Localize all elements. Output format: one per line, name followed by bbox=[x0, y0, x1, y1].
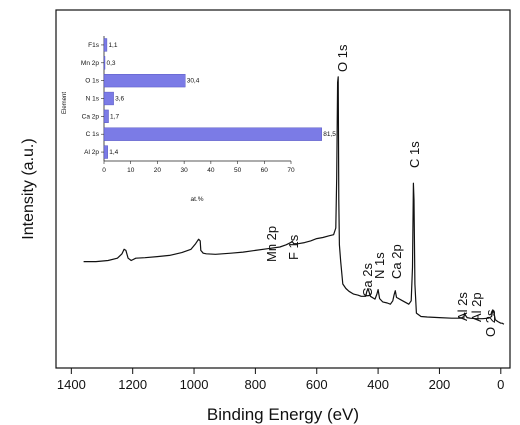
inset-category-labels: F1s Mn 2p O 1s N 1s Ca 2p C 1s Al 2p bbox=[81, 42, 104, 156]
inset-x-tick-label: 10 bbox=[127, 167, 135, 174]
main-x-tick-label: 600 bbox=[306, 377, 328, 392]
inset-axes bbox=[103, 36, 291, 162]
inset-value-label: 30,4 bbox=[187, 78, 200, 85]
main-y-axis-label: Intensity (a.u.) bbox=[20, 138, 37, 239]
inset-bar bbox=[103, 109, 109, 123]
inset-bar bbox=[103, 56, 106, 70]
inset-value-label: 0,3 bbox=[107, 60, 116, 67]
main-x-axis-label: Binding Energy (eV) bbox=[207, 405, 359, 424]
inset-x-axis-label: at.% bbox=[190, 196, 203, 203]
inset-x-tick-label: 0 bbox=[102, 167, 106, 174]
peak-label-o2s: O 2s bbox=[483, 309, 498, 337]
inset-bar bbox=[103, 38, 108, 52]
inset-bars bbox=[103, 38, 322, 159]
peak-label-al2s: Al 2s bbox=[455, 292, 470, 321]
peak-label-f1s: F 1s bbox=[286, 234, 301, 260]
inset-value-label: 1,7 bbox=[110, 113, 119, 120]
inset-x-tick-label: 70 bbox=[287, 167, 295, 174]
inset-value-label: 1,4 bbox=[109, 149, 118, 156]
inset-bar bbox=[103, 127, 322, 141]
main-x-tick-label: 1000 bbox=[180, 377, 209, 392]
inset-category-label: O 1s bbox=[85, 78, 99, 85]
peak-label-ca2s: Ca 2s bbox=[360, 263, 375, 297]
inset-category-label: N 1s bbox=[86, 96, 100, 103]
peak-label-mn2p: Mn 2p bbox=[264, 226, 279, 262]
peak-label-ca2p: Ca 2p bbox=[389, 244, 404, 279]
inset-value-labels: 1,1 0,3 30,4 3,6 1,7 81,5 1,4 bbox=[107, 42, 337, 156]
inset-y-axis-label: Element bbox=[62, 92, 68, 114]
inset-category-label: Mn 2p bbox=[81, 60, 99, 67]
inset-x-tick-label: 60 bbox=[261, 167, 269, 174]
inset-x-tick-label: 20 bbox=[154, 167, 162, 174]
peak-label-al2p: Al 2p bbox=[469, 292, 484, 322]
inset-category-label: C 1s bbox=[86, 131, 100, 138]
inset-value-label: 81,5 bbox=[323, 131, 336, 138]
main-x-tick-label: 400 bbox=[367, 377, 389, 392]
inset-value-label: 1,1 bbox=[108, 42, 117, 49]
peak-label-o1s: O 1s bbox=[335, 44, 350, 72]
inset-value-label: 3,6 bbox=[115, 96, 124, 103]
main-x-tick-label: 800 bbox=[245, 377, 267, 392]
inset-x-ticks: 0 10 20 30 40 50 60 70 bbox=[102, 161, 295, 174]
main-x-tick-label: 1400 bbox=[57, 377, 86, 392]
inset-bar bbox=[103, 145, 108, 159]
main-x-ticks: 1400 1200 1000 800 600 400 200 0 bbox=[57, 368, 504, 392]
inset-category-label: Al 2p bbox=[84, 149, 99, 156]
main-plot-frame bbox=[55, 9, 511, 369]
inset-x-tick-label: 50 bbox=[234, 167, 242, 174]
inset-x-tick-label: 40 bbox=[207, 167, 215, 174]
inset-category-label: Ca 2p bbox=[82, 113, 100, 120]
survey-spectrum-line bbox=[83, 76, 505, 325]
inset-x-tick-label: 30 bbox=[181, 167, 189, 174]
peak-labels: O 1s C 1s Mn 2p F 1s Ca 2s N 1s Ca 2p Al… bbox=[264, 44, 498, 337]
inset-bar bbox=[103, 91, 114, 106]
peak-label-c1s: C 1s bbox=[407, 141, 422, 168]
peak-label-n1s: N 1s bbox=[372, 252, 387, 279]
main-x-tick-label: 1200 bbox=[118, 377, 147, 392]
inset-category-label: F1s bbox=[88, 42, 100, 49]
composition-inset-chart: F1s Mn 2p O 1s N 1s Ca 2p C 1s Al 2p 1,1 0,3 30,… bbox=[62, 36, 336, 203]
inset-bar bbox=[103, 74, 186, 88]
main-x-tick-label: 200 bbox=[429, 377, 451, 392]
survey-spectrum-chart: 1400 1200 1000 800 600 400 200 0 O 1s C 1s Mn 2… bbox=[20, 9, 511, 424]
main-x-tick-label: 0 bbox=[497, 377, 504, 392]
